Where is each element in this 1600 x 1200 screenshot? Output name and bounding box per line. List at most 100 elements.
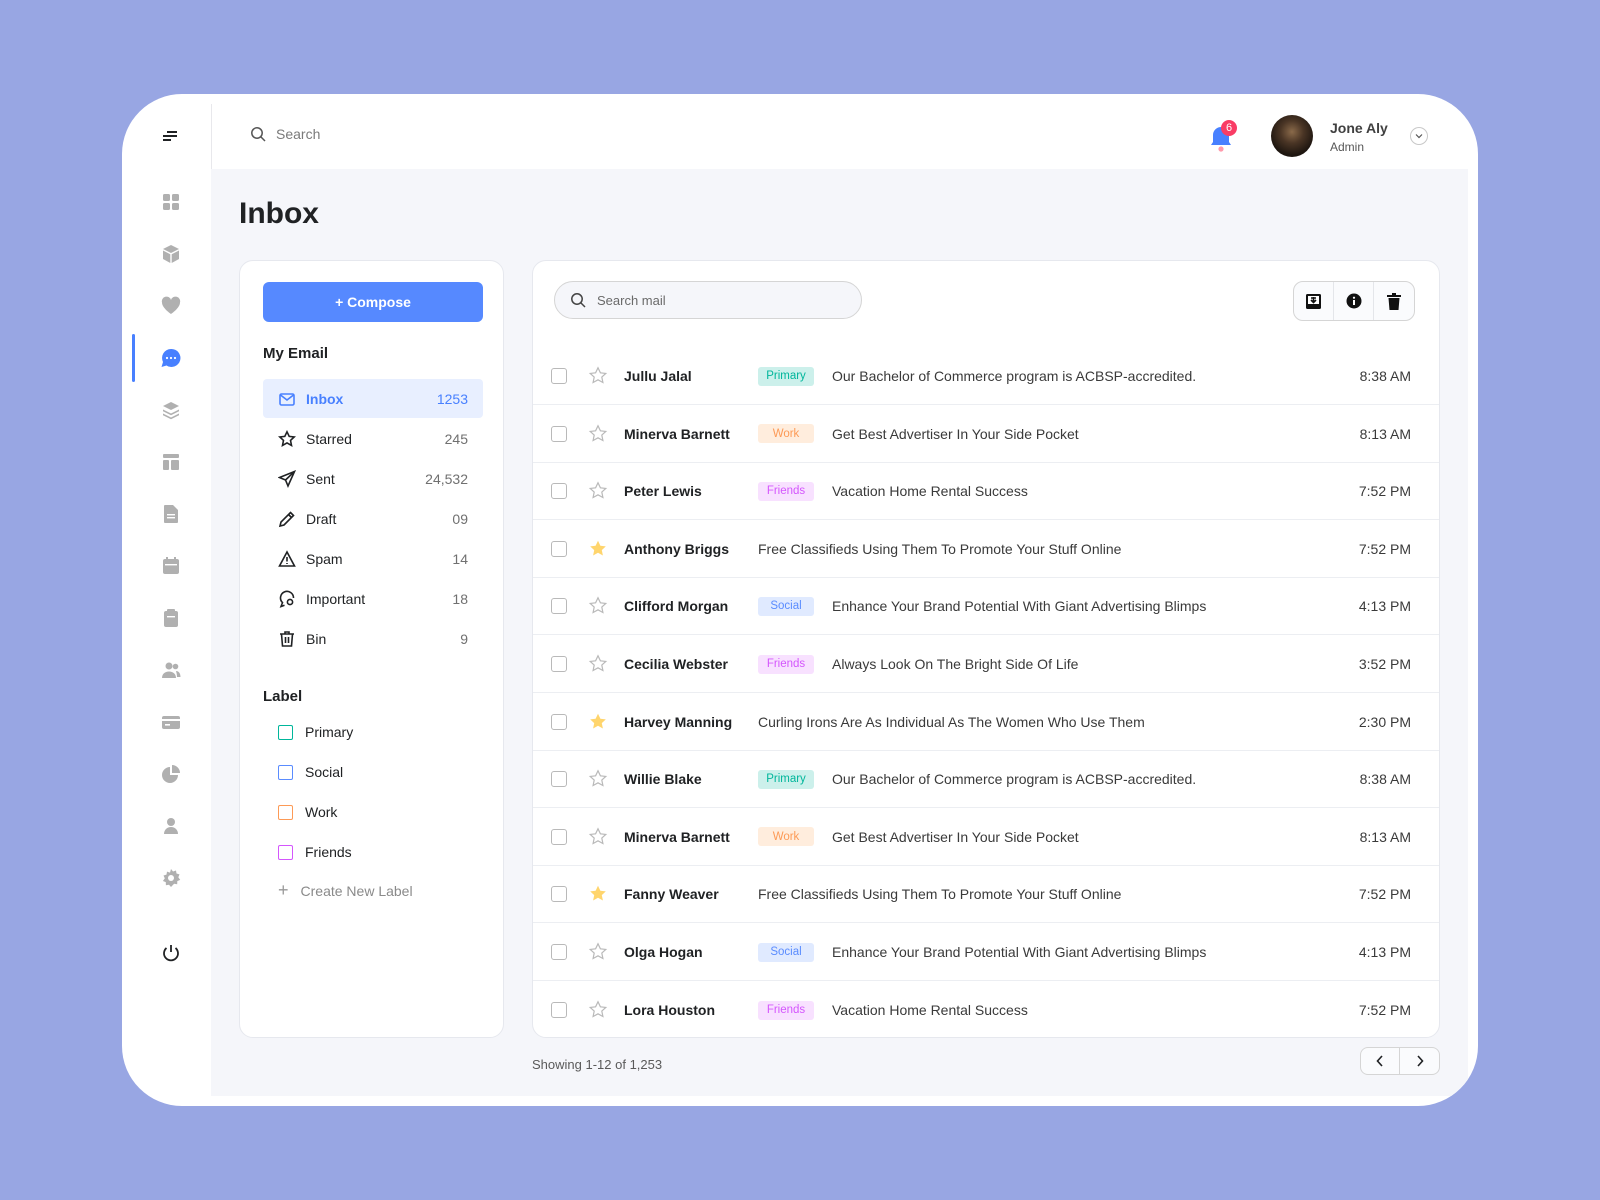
- email-time: 7:52 PM: [1358, 1002, 1411, 1019]
- label-checkbox[interactable]: [278, 764, 293, 780]
- cube-icon[interactable]: [159, 242, 183, 266]
- notification-button[interactable]: 6: [1208, 120, 1237, 154]
- email-time: 7:52 PM: [1358, 540, 1411, 557]
- folder-count: 18: [452, 590, 468, 607]
- clipboard-icon[interactable]: [159, 606, 183, 630]
- email-row[interactable]: Harvey Manning Curling Irons Are As Indiv…: [533, 694, 1439, 751]
- email-row[interactable]: Minerva Barnett Work Get Best Advertiser I…: [533, 809, 1439, 866]
- heart-icon[interactable]: [159, 294, 183, 318]
- star-icon[interactable]: [588, 827, 608, 847]
- chevron-right-icon: [1416, 1055, 1424, 1067]
- email-row[interactable]: Anthony Briggs Free Classifieds Using The…: [533, 521, 1439, 578]
- label-primary[interactable]: Primary: [278, 724, 353, 740]
- email-row[interactable]: Peter Lewis Friends Vacation Home Rental S…: [533, 463, 1439, 521]
- star-filled-icon[interactable]: [588, 712, 608, 732]
- profile-dropdown-button[interactable]: [1410, 127, 1428, 145]
- folder-spam[interactable]: Spam 14: [263, 539, 483, 578]
- label-checkbox[interactable]: [278, 724, 293, 740]
- row-checkbox[interactable]: [551, 944, 567, 960]
- label-work[interactable]: Work: [278, 804, 337, 820]
- email-row[interactable]: Willie Blake Primary Our Bachelor of Comme…: [533, 751, 1439, 809]
- document-icon[interactable]: [159, 502, 183, 526]
- tag-badge: Social: [758, 596, 814, 616]
- star-icon[interactable]: [588, 366, 608, 386]
- folder-label: Draft: [306, 510, 337, 527]
- folder-inbox[interactable]: Inbox 1253: [263, 379, 483, 418]
- pie-chart-icon[interactable]: [159, 762, 183, 786]
- user-icon[interactable]: [159, 814, 183, 838]
- star-icon[interactable]: [588, 424, 608, 444]
- compose-button[interactable]: + Compose: [263, 282, 483, 322]
- folder-bin[interactable]: Bin 9: [263, 619, 483, 658]
- email-row[interactable]: Cecilia Webster Friends Always Look On The…: [533, 636, 1439, 693]
- email-subject: Free Classifieds Using Them To Promote Y…: [758, 540, 1122, 557]
- folder-sent[interactable]: Sent 24,532: [263, 459, 483, 498]
- dashboard-icon[interactable]: [159, 190, 183, 214]
- avatar[interactable]: [1271, 115, 1313, 157]
- credit-card-icon[interactable]: [159, 710, 183, 734]
- chat-icon[interactable]: [159, 346, 183, 370]
- star-filled-icon[interactable]: [588, 884, 608, 904]
- row-checkbox[interactable]: [551, 483, 567, 500]
- users-icon[interactable]: [159, 658, 183, 682]
- folder-starred[interactable]: Starred 245: [263, 419, 483, 458]
- layout-icon[interactable]: [159, 450, 183, 474]
- row-checkbox[interactable]: [551, 368, 567, 384]
- label-friends[interactable]: Friends: [278, 844, 352, 860]
- sender-name: Anthony Briggs: [624, 540, 729, 557]
- email-row[interactable]: Jullu Jalal Primary Our Bachelor of Commer…: [533, 348, 1439, 405]
- email-list-panel: Search mail Jullu Jalal Primary Our Bachel…: [532, 260, 1440, 1038]
- label-checkbox[interactable]: [278, 804, 293, 820]
- email-row[interactable]: Lora Houston Friends Vacation Home Rental …: [533, 982, 1439, 1039]
- calendar-icon[interactable]: [159, 554, 183, 578]
- row-checkbox[interactable]: [551, 656, 567, 672]
- star-icon[interactable]: [588, 942, 608, 962]
- sender-name: Olga Hogan: [624, 944, 703, 960]
- menu-toggle-icon[interactable]: [159, 124, 183, 148]
- star-icon[interactable]: [588, 596, 608, 616]
- row-checkbox[interactable]: [551, 713, 567, 730]
- row-checkbox[interactable]: [551, 771, 567, 788]
- row-checkbox[interactable]: [551, 1002, 567, 1019]
- row-checkbox[interactable]: [551, 425, 567, 442]
- star-filled-icon[interactable]: [588, 539, 608, 559]
- email-subject: Enhance Your Brand Potential With Giant …: [832, 944, 1207, 960]
- email-row[interactable]: Olga Hogan Social Enhance Your Brand Poten…: [533, 924, 1439, 981]
- header-search[interactable]: Search: [250, 126, 320, 142]
- next-page-button[interactable]: [1400, 1048, 1439, 1074]
- archive-button[interactable]: [1294, 282, 1334, 320]
- settings-icon[interactable]: [159, 866, 183, 890]
- star-icon[interactable]: [588, 654, 608, 674]
- power-icon[interactable]: [159, 941, 183, 965]
- tag-badge: Friends: [758, 1000, 814, 1020]
- header-search-input[interactable]: Search: [276, 126, 321, 142]
- info-button[interactable]: [1334, 282, 1374, 320]
- label-checkbox[interactable]: [278, 844, 293, 860]
- star-icon[interactable]: [588, 769, 608, 789]
- row-checkbox[interactable]: [551, 598, 567, 615]
- folder-draft[interactable]: Draft 09: [263, 499, 483, 538]
- email-row[interactable]: Clifford Morgan Social Enhance Your Brand …: [533, 578, 1439, 636]
- email-time: 8:13 AM: [1359, 425, 1411, 442]
- email-row[interactable]: Minerva Barnett Work Get Best Advertiser I…: [533, 406, 1439, 463]
- active-indicator: [132, 334, 135, 382]
- email-row[interactable]: Fanny Weaver Free Classifieds Using Them …: [533, 866, 1439, 924]
- row-checkbox[interactable]: [551, 828, 567, 845]
- row-checkbox[interactable]: [551, 540, 567, 557]
- star-icon[interactable]: [588, 1000, 608, 1020]
- chevron-left-icon: [1376, 1055, 1383, 1067]
- label-social[interactable]: Social: [278, 764, 343, 780]
- layers-icon[interactable]: [159, 398, 183, 422]
- star-icon: [278, 429, 296, 447]
- folder-count: 9: [460, 630, 468, 647]
- star-icon[interactable]: [588, 481, 608, 501]
- search-mail-input[interactable]: Search mail: [597, 292, 666, 308]
- delete-button[interactable]: [1374, 282, 1414, 320]
- prev-page-button[interactable]: [1361, 1048, 1401, 1074]
- folder-important[interactable]: Important 18: [263, 579, 483, 618]
- row-checkbox[interactable]: [551, 886, 567, 903]
- label-text: Friends: [305, 844, 352, 860]
- search-mail-field[interactable]: Search mail: [554, 281, 862, 319]
- create-label-button[interactable]: + Create New Label: [278, 880, 413, 901]
- folder-label: Starred: [306, 430, 352, 447]
